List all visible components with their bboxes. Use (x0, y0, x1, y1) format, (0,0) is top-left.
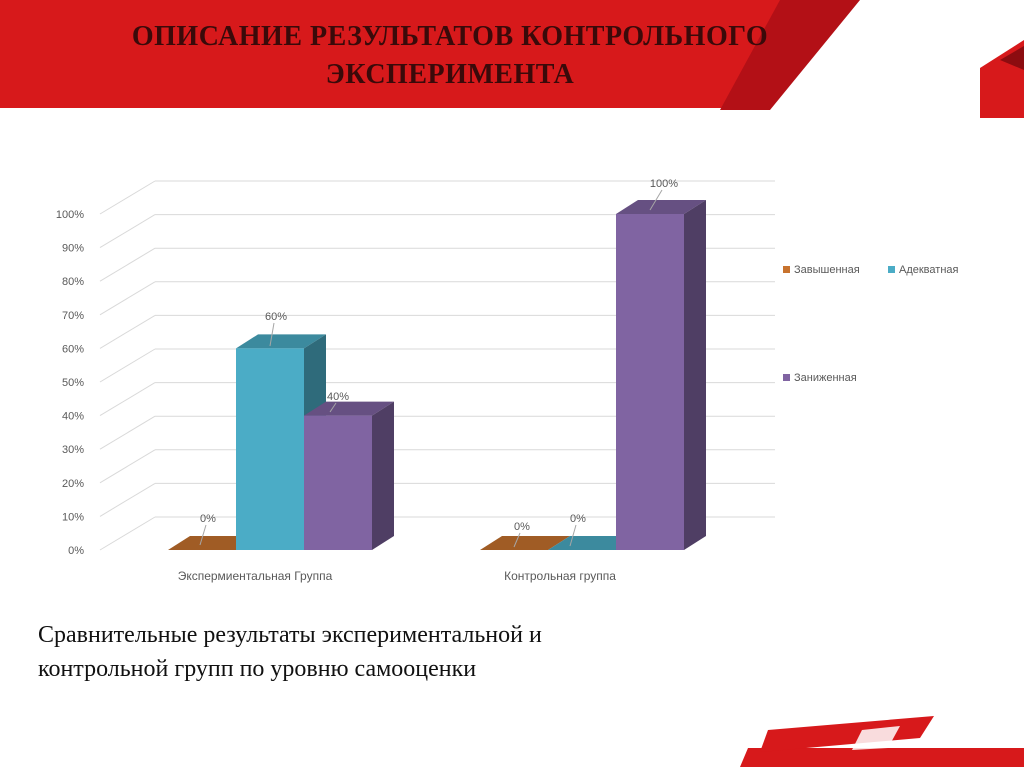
legend-label: Адекватная (899, 264, 959, 276)
data-label-leader (649, 189, 663, 211)
y-tick-label: 50% (62, 377, 84, 389)
data-label: 40% (327, 391, 349, 403)
gridline-depth (99, 449, 156, 484)
bar-side (372, 401, 394, 550)
bar-top (616, 200, 706, 214)
bar (236, 348, 304, 550)
y-tick-label: 100% (56, 209, 84, 221)
data-label: 100% (650, 178, 678, 190)
bar-top (548, 536, 638, 550)
gridline-depth (99, 214, 156, 249)
y-tick-label: 80% (62, 276, 84, 288)
data-label: 0% (200, 513, 216, 525)
gridline-depth (99, 482, 156, 517)
bar (304, 415, 372, 550)
y-tick-label: 10% (62, 511, 84, 523)
chart-caption: Сравнительные результаты экспериментальн… (38, 618, 738, 686)
header-banner-accent-dark (1000, 46, 1024, 70)
bar-top (304, 401, 394, 416)
y-tick-label: 60% (62, 343, 84, 355)
y-tick-label: 70% (62, 310, 84, 322)
gridline-depth (99, 516, 156, 551)
bar-side (684, 200, 706, 550)
footer-ribbon-fold (852, 726, 900, 750)
y-tick-label: 40% (62, 411, 84, 423)
gridline-depth (99, 415, 156, 450)
title-line-1: ОПИСАНИЕ РЕЗУЛЬТАТОВ КОНТРОЛЬНОГО (131, 21, 769, 52)
gridline-depth (99, 180, 156, 215)
legend-label: Заниженная (794, 372, 857, 384)
bar-top (236, 334, 326, 349)
data-label-leader (329, 402, 337, 413)
bar (616, 214, 684, 550)
data-label-leader (269, 322, 275, 347)
gridline-depth (99, 281, 156, 316)
data-label: 0% (570, 513, 586, 525)
x-tick-label: Контрольная группа (504, 569, 616, 583)
data-label: 60% (265, 311, 287, 323)
x-tick-label: Экспермиентальная Группа (178, 569, 333, 583)
data-label-leader (569, 524, 577, 547)
bar-top (480, 536, 570, 550)
caption-line-1: Сравнительные результаты экспериментальн… (38, 622, 542, 648)
caption-line-2: контрольной групп по уровню самооценки (38, 656, 477, 682)
data-label-leader (513, 532, 521, 548)
header-banner-stripe (720, 0, 860, 110)
legend-label: Завышенная (794, 264, 860, 276)
slide-title: ОПИСАНИЕ РЕЗУЛЬТАТОВ КОНТРОЛЬНОГО ЭКСПЕР… (40, 18, 860, 94)
gridline-depth (99, 382, 156, 417)
y-tick-label: 90% (62, 243, 84, 255)
title-line-2: ЭКСПЕРИМЕНТА (325, 59, 575, 90)
data-label-leader (199, 524, 207, 546)
footer-ribbon (740, 748, 1024, 767)
legend-swatch (783, 266, 790, 273)
gridline-depth (99, 314, 156, 349)
y-tick-label: 0% (68, 545, 84, 557)
y-tick-label: 20% (62, 478, 84, 490)
gridline-depth (99, 247, 156, 282)
data-label: 0% (514, 521, 530, 533)
bar-top (168, 536, 258, 550)
header-banner (0, 0, 850, 108)
legend-swatch (783, 374, 790, 381)
legend-swatch (888, 266, 895, 273)
gridline-depth (99, 348, 156, 383)
footer-ribbon-top (760, 716, 934, 752)
y-tick-label: 30% (62, 444, 84, 456)
